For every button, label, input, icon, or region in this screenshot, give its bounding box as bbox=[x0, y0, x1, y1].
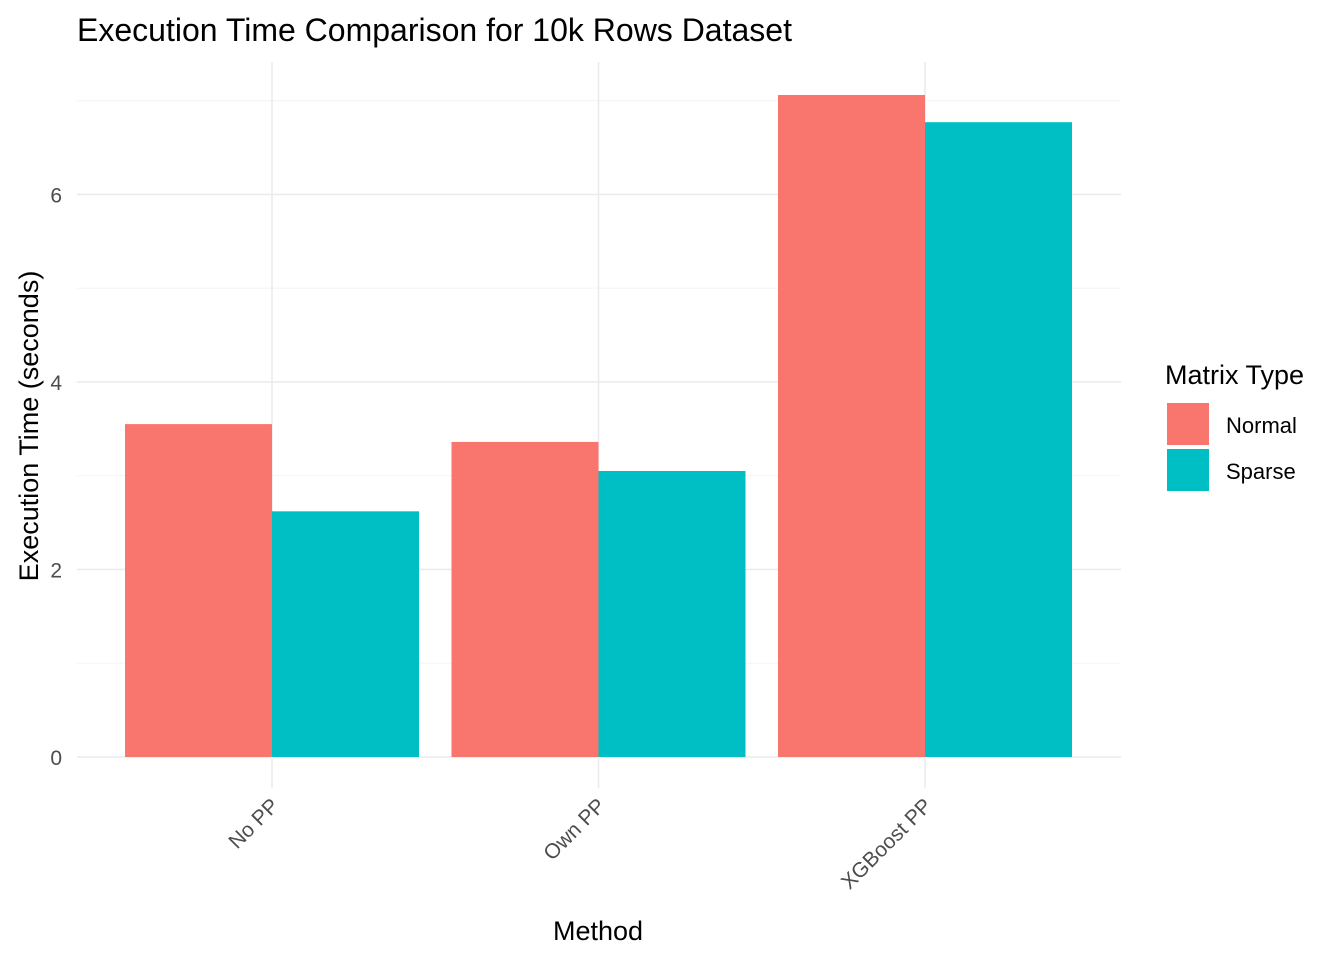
bar-sparse-3 bbox=[925, 122, 1072, 758]
y-tick-label: 0 bbox=[50, 747, 62, 770]
bar-normal-2 bbox=[451, 441, 599, 757]
legend-swatch-sparse bbox=[1167, 449, 1209, 491]
bars bbox=[125, 95, 1072, 758]
legend-label-normal: Normal bbox=[1226, 413, 1297, 438]
x-tick-label: Own PP bbox=[539, 794, 610, 865]
x-axis-ticks: No PP Own PP XGBoost PP bbox=[224, 794, 936, 894]
chart-title: Execution Time Comparison for 10k Rows D… bbox=[77, 12, 792, 48]
x-tick-label: XGBoost PP bbox=[837, 794, 937, 894]
legend-swatch-normal bbox=[1167, 403, 1209, 445]
bar-normal-3 bbox=[778, 95, 925, 757]
y-tick-label: 2 bbox=[50, 559, 62, 582]
legend-items: Normal Sparse bbox=[1167, 403, 1297, 491]
bar-sparse-1 bbox=[272, 511, 419, 757]
y-tick-label: 6 bbox=[50, 184, 62, 207]
x-axis-title: Method bbox=[553, 916, 643, 946]
y-tick-label: 4 bbox=[50, 372, 62, 395]
y-axis-ticks: 0 2 4 6 bbox=[50, 184, 62, 770]
legend: Matrix Type Normal Sparse bbox=[1165, 360, 1304, 491]
legend-title: Matrix Type bbox=[1165, 360, 1304, 390]
legend-label-sparse: Sparse bbox=[1226, 459, 1296, 484]
bar-sparse-2 bbox=[598, 471, 746, 757]
y-axis-title: Execution Time (seconds) bbox=[14, 271, 44, 582]
bar-normal-1 bbox=[125, 424, 272, 757]
x-tick-label: No PP bbox=[224, 794, 283, 853]
